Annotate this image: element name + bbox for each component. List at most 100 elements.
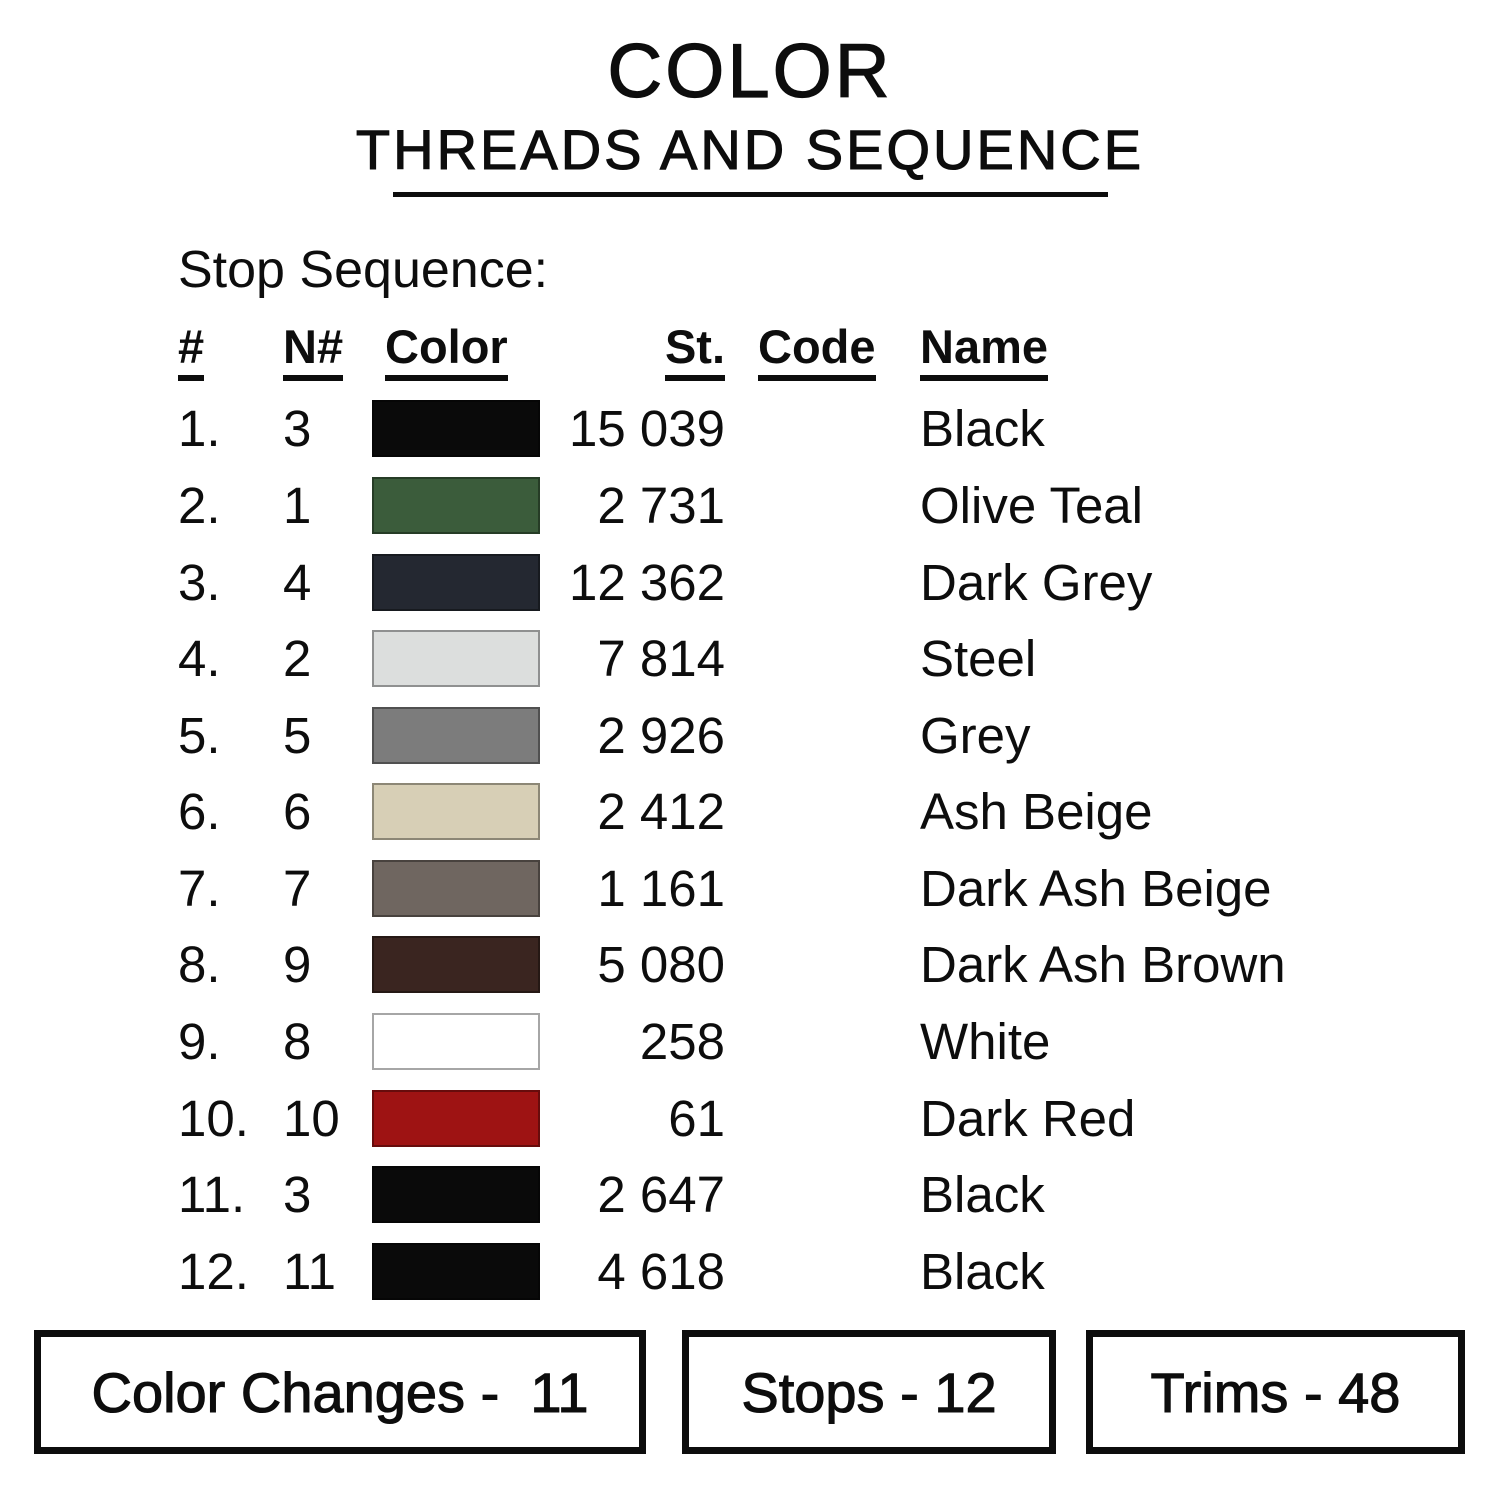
trims-box: Trims - 48 <box>1086 1330 1465 1454</box>
column-header-needle: N# <box>283 319 372 381</box>
table-row: 5. 5 2 926 Grey <box>178 697 1500 774</box>
color-swatch <box>372 476 540 534</box>
swatch-cell <box>372 1242 540 1300</box>
page-title: COLOR <box>607 29 893 114</box>
row-number-cell: 3. <box>178 553 221 611</box>
swatch-cell <box>372 630 540 688</box>
stitch-count-cell: 15 039 <box>569 400 725 458</box>
row-number-cell: 9. <box>178 1013 221 1071</box>
table-row: 6. 6 2 412 Ash Beige <box>178 774 1500 851</box>
swatch-cell <box>372 936 540 994</box>
table-row: 12. 11 4 618 Black <box>178 1233 1500 1310</box>
stitch-count-cell: 61 <box>668 1089 725 1147</box>
row-number-cell: 7. <box>178 859 221 917</box>
table-row: 10. 10 61 Dark Red <box>178 1080 1500 1157</box>
thread-name-cell: Black <box>920 1166 1045 1224</box>
color-swatch <box>372 553 540 611</box>
stops-label: Stops - 12 <box>741 1360 997 1424</box>
stitch-count-cell: 12 362 <box>569 553 725 611</box>
stitch-count-cell: 258 <box>639 1013 725 1071</box>
table-row: 4. 2 7 814 Steel <box>178 620 1500 697</box>
thread-name-cell: Dark Grey <box>920 553 1153 611</box>
needle-number-cell: 1 <box>283 476 312 534</box>
row-number-cell: 1. <box>178 400 221 458</box>
needle-number-cell: 10 <box>283 1089 340 1147</box>
needle-number-cell: 7 <box>283 859 312 917</box>
table-row: 9. 8 258 White <box>178 1003 1500 1080</box>
thread-name-cell: Dark Ash Brown <box>920 936 1286 994</box>
stitch-count-cell: 2 926 <box>597 706 725 764</box>
color-swatch <box>372 783 540 841</box>
needle-number-cell: 3 <box>283 400 312 458</box>
swatch-cell <box>372 706 540 764</box>
thread-name-cell: Steel <box>920 630 1037 688</box>
swatch-cell <box>372 553 540 611</box>
swatch-cell <box>372 476 540 534</box>
stitch-count-cell: 2 731 <box>597 476 725 534</box>
color-swatch <box>372 1166 540 1224</box>
page-subtitle: THREADS AND SEQUENCE <box>355 118 1145 181</box>
table-row: 2. 1 2 731 Olive Teal <box>178 467 1500 544</box>
table-row: 3. 4 12 362 Dark Grey <box>178 544 1500 621</box>
row-number-cell: 10. <box>178 1089 249 1147</box>
table-row: 8. 9 5 080 Dark Ash Brown <box>178 927 1500 1004</box>
swatch-cell <box>372 859 540 917</box>
row-number-cell: 6. <box>178 783 221 841</box>
stitch-count-cell: 7 814 <box>597 630 725 688</box>
needle-number-cell: 6 <box>283 783 312 841</box>
swatch-cell <box>372 1166 540 1224</box>
trims-label: Trims - 48 <box>1150 1360 1401 1424</box>
needle-number-cell: 2 <box>283 630 312 688</box>
table-row: 1. 3 15 039 Black <box>178 391 1500 468</box>
stitch-count-cell: 2 647 <box>597 1166 725 1224</box>
thread-name-cell: Black <box>920 1242 1045 1300</box>
row-number-cell: 11. <box>178 1166 246 1224</box>
column-header-stitches: St. <box>540 319 725 381</box>
title-underline <box>392 192 1108 197</box>
color-swatch <box>372 706 540 764</box>
color-changes-label: Color Changes - 11 <box>91 1360 589 1424</box>
table-row: 7. 7 1 161 Dark Ash Beige <box>178 850 1500 927</box>
row-number-cell: 5. <box>178 706 221 764</box>
color-swatch <box>372 1089 540 1147</box>
thread-name-cell: White <box>920 1013 1051 1071</box>
color-swatch <box>372 1013 540 1071</box>
column-header-color: Color <box>372 319 540 381</box>
swatch-cell <box>372 783 540 841</box>
color-table-body: 1. 3 15 039 Black 2. 1 2 731 Olive Teal … <box>178 391 1500 1310</box>
needle-number-cell: 3 <box>283 1166 312 1224</box>
swatch-cell <box>372 1013 540 1071</box>
stop-sequence-label: Stop Sequence: <box>178 241 549 299</box>
needle-number-cell: 9 <box>283 936 312 994</box>
row-number-cell: 8. <box>178 936 221 994</box>
needle-number-cell: 4 <box>283 553 312 611</box>
color-swatch <box>372 630 540 688</box>
stops-box: Stops - 12 <box>682 1330 1056 1454</box>
row-number-cell: 4. <box>178 630 221 688</box>
column-header-number: # <box>178 319 283 381</box>
needle-number-cell: 11 <box>283 1242 336 1300</box>
column-header-name: Name <box>920 319 1500 381</box>
row-number-cell: 2. <box>178 476 221 534</box>
thread-name-cell: Grey <box>920 706 1031 764</box>
stitch-count-cell: 5 080 <box>597 936 725 994</box>
row-number-cell: 12. <box>178 1242 249 1300</box>
thread-name-cell: Black <box>920 400 1045 458</box>
swatch-cell <box>372 1089 540 1147</box>
swatch-cell <box>372 400 540 458</box>
table-header-row: # N# Color St. Code Name <box>178 319 1500 381</box>
color-swatch <box>372 400 540 458</box>
needle-number-cell: 5 <box>283 706 312 764</box>
thread-name-cell: Dark Ash Beige <box>920 859 1272 917</box>
thread-name-cell: Ash Beige <box>920 783 1153 841</box>
stitch-count-cell: 1 161 <box>597 859 725 917</box>
thread-name-cell: Dark Red <box>920 1089 1136 1147</box>
needle-number-cell: 8 <box>283 1013 312 1071</box>
stitch-count-cell: 2 412 <box>597 783 725 841</box>
thread-name-cell: Olive Teal <box>920 476 1144 534</box>
color-changes-box: Color Changes - 11 <box>34 1330 646 1454</box>
stitch-count-cell: 4 618 <box>597 1242 725 1300</box>
color-swatch <box>372 1242 540 1300</box>
color-swatch <box>372 859 540 917</box>
